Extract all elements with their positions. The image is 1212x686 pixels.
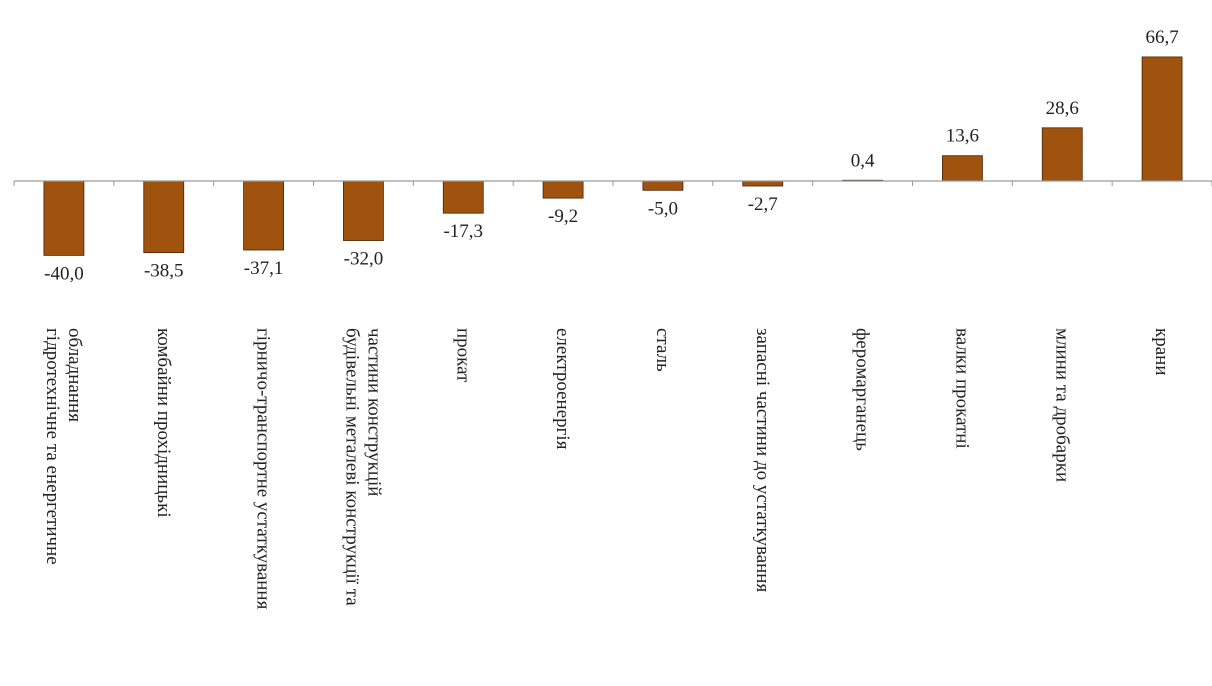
category-label-line: електроенергія bbox=[552, 328, 573, 450]
data-label: -38,5 bbox=[144, 261, 184, 282]
value-labels-group: -40,0 -38,5 -37,1 -32,0 -17,3 -9,2 -5,0 -2,7 0,4… bbox=[44, 27, 1179, 284]
data-label: 0,4 bbox=[851, 150, 875, 171]
category-label: валки прокатні bbox=[951, 328, 972, 449]
bar bbox=[442, 180, 484, 214]
bar bbox=[742, 180, 784, 187]
bar bbox=[1041, 127, 1083, 182]
category-label-line: гірничо-транспортне устаткування bbox=[253, 328, 274, 610]
category-labels-group: гідротехнічне та енергетичне обладнання ко… bbox=[42, 328, 1172, 610]
category-label-line: комбайни прохідницькі bbox=[153, 328, 174, 518]
data-label: -37,1 bbox=[244, 258, 284, 279]
category-label: електроенергія bbox=[552, 328, 573, 450]
bar bbox=[243, 180, 284, 251]
category-label-line: прокат bbox=[452, 328, 473, 383]
data-label: -2,7 bbox=[748, 194, 778, 215]
data-label: -17,3 bbox=[443, 221, 483, 242]
category-label: прокат bbox=[452, 328, 473, 383]
category-label-line: будівельні металеві конструкції та bbox=[341, 328, 362, 606]
category-label-line: валки прокатні bbox=[951, 328, 972, 449]
category-label-line: частини конструкцій bbox=[363, 328, 384, 496]
x-axis bbox=[13, 180, 1212, 186]
category-label-line: феромарганець bbox=[852, 328, 873, 451]
bar bbox=[642, 180, 684, 191]
category-label-line: гідротехнічне та енергетичне bbox=[42, 328, 63, 565]
category-label: гірничо-транспортне устаткування bbox=[253, 328, 274, 610]
bar bbox=[542, 180, 584, 199]
category-label: гідротехнічне та енергетичне обладнання bbox=[42, 328, 85, 565]
bars-group bbox=[43, 56, 1183, 256]
data-label: -32,0 bbox=[344, 249, 384, 270]
category-label: будівельні металеві конструкції та частин… bbox=[341, 328, 384, 606]
data-label: 66,7 bbox=[1145, 27, 1178, 48]
category-label: запасні частини до устаткування bbox=[752, 328, 773, 592]
data-label: -40,0 bbox=[44, 263, 84, 284]
category-label: феромарганець bbox=[852, 328, 873, 451]
bar bbox=[942, 155, 983, 182]
data-label: -9,2 bbox=[548, 206, 578, 227]
bar bbox=[1141, 56, 1183, 182]
data-label: 28,6 bbox=[1046, 98, 1079, 119]
category-label: млини та дробарки bbox=[1051, 328, 1072, 482]
bar bbox=[343, 180, 384, 241]
category-label: крани bbox=[1151, 328, 1172, 376]
category-label-line: запасні частини до устаткування bbox=[752, 328, 773, 592]
category-label: комбайни прохідницькі bbox=[153, 328, 174, 518]
category-label: сталь bbox=[652, 328, 673, 372]
bar bbox=[43, 180, 85, 256]
category-label-line: млини та дробарки bbox=[1051, 328, 1072, 482]
category-label-line: сталь bbox=[652, 328, 673, 372]
data-label: 13,6 bbox=[946, 126, 979, 147]
bar bbox=[143, 180, 185, 254]
category-label-line: обладнання bbox=[64, 328, 85, 422]
data-label: -5,0 bbox=[648, 198, 678, 219]
category-label-line: крани bbox=[1151, 328, 1172, 376]
